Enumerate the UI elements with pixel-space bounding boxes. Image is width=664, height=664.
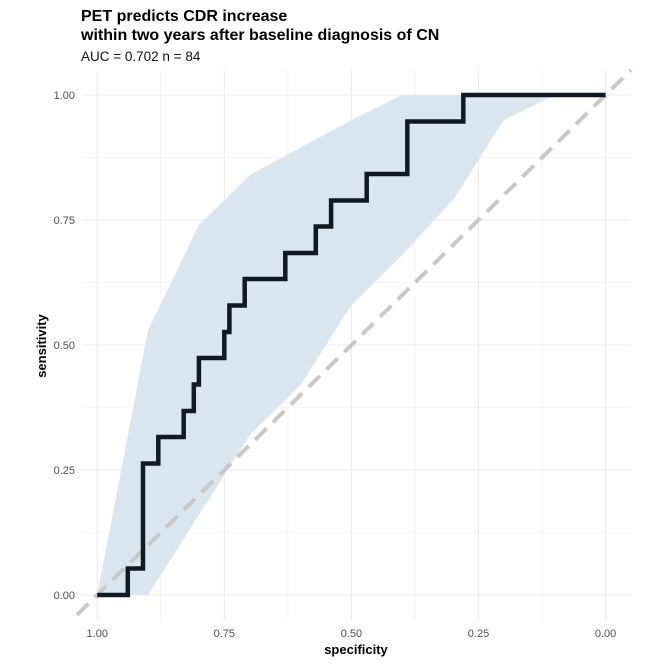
reference-layer xyxy=(75,68,633,617)
y-tick-label: 1.00 xyxy=(54,90,75,102)
y-tick-label: 0.00 xyxy=(54,590,75,602)
chart-title-line-2: within two years after baseline diagnosi… xyxy=(80,27,439,44)
tick-labels: 1.00 0.75 0.50 0.25 0.00 0.00 0.25 0.50 0.75 1.00 xyxy=(54,90,617,640)
reference-diagonal-line xyxy=(75,68,633,617)
y-axis-title: sensitivity xyxy=(34,313,49,377)
y-tick-label: 0.25 xyxy=(54,465,75,477)
x-axis-title: specificity xyxy=(324,642,388,657)
x-tick-label: 1.00 xyxy=(87,628,108,640)
x-tick-label: 0.75 xyxy=(214,628,235,640)
roc-curve xyxy=(97,92,606,598)
roc-layer xyxy=(97,92,606,598)
chart-subtitle: AUC = 0.702 n = 84 xyxy=(81,49,201,64)
x-tick-label: 0.50 xyxy=(341,628,362,640)
chart-title-line-1: PET predicts CDR increase xyxy=(81,8,287,25)
y-tick-label: 0.75 xyxy=(54,215,75,227)
x-tick-label: 0.25 xyxy=(468,628,489,640)
y-tick-label: 0.50 xyxy=(54,340,75,352)
x-tick-label: 0.00 xyxy=(595,628,616,640)
